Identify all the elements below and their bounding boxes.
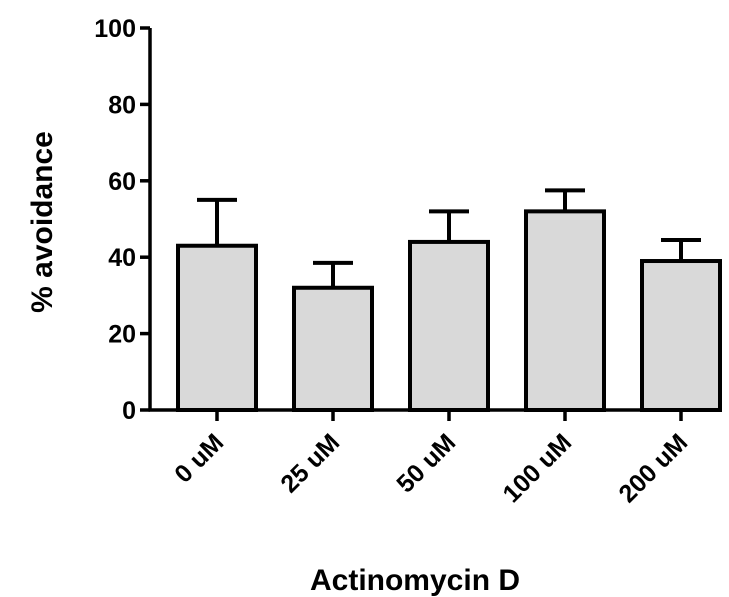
x-tick-label: 50 uM [391, 428, 461, 498]
bar [524, 209, 606, 412]
x-axis-title: Actinomycin D [310, 564, 520, 597]
y-tick-label: 60 [108, 168, 136, 196]
bar [408, 239, 490, 412]
x-tick-label: 100 uM [498, 428, 578, 508]
y-tick-label: 0 [122, 397, 136, 425]
x-tick-labels: 0 uM 25 uM 50 uM 100 uM 200 uM [169, 428, 693, 508]
x-tick-label: 25 uM [275, 428, 345, 498]
y-axis-title: % avoidance [26, 131, 59, 313]
y-axis: 0 20 40 60 80 100 [94, 15, 152, 425]
bar [176, 243, 258, 412]
y-tick-label: 80 [108, 91, 136, 119]
x-tick-label: 200 uM [614, 428, 694, 508]
y-tick-label: 20 [108, 321, 136, 349]
x-tick-label: 0 uM [169, 428, 229, 488]
bar [292, 285, 374, 413]
bar [640, 259, 722, 412]
error-bars [197, 188, 701, 288]
bars [176, 209, 722, 413]
y-tick-label: 100 [94, 15, 136, 43]
y-tick-label: 40 [108, 244, 136, 272]
